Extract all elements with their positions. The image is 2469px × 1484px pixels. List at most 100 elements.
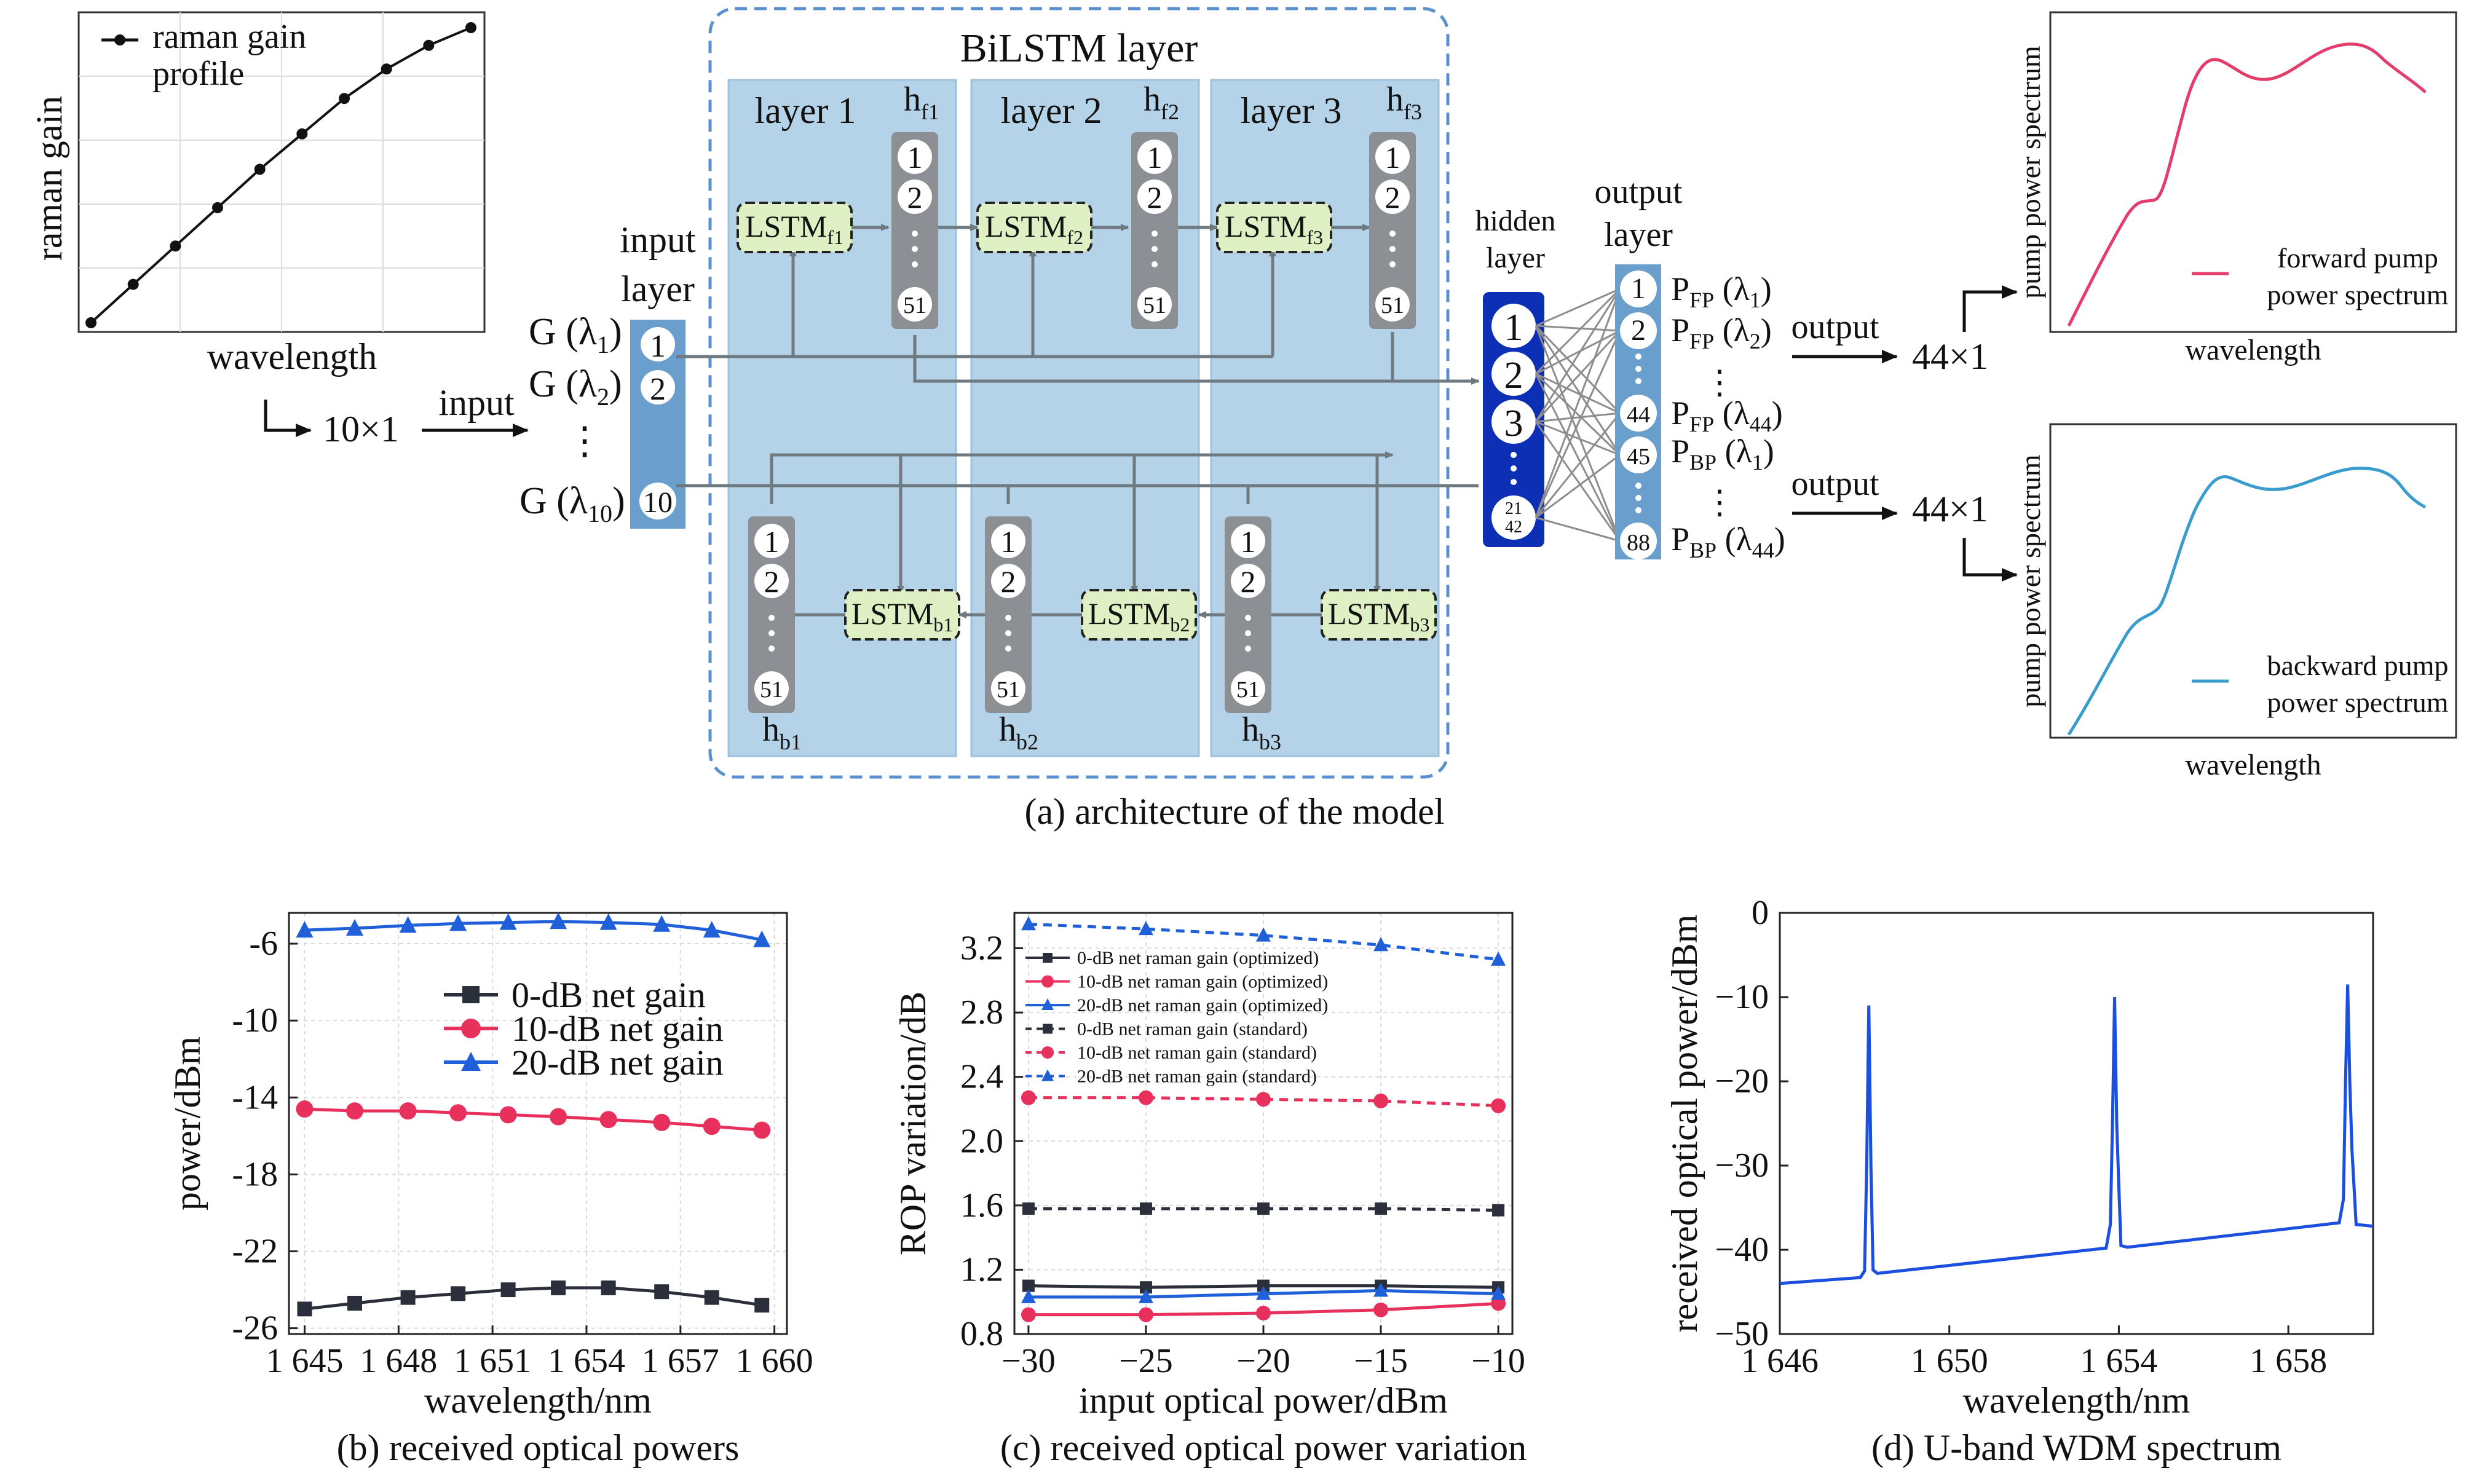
hb2-column: 1 2 51	[985, 516, 1032, 713]
chart-b-series-2	[296, 912, 771, 947]
chart-c-legend-marker	[1041, 1069, 1054, 1081]
hf3-column-node	[1375, 180, 1410, 214]
chart-b-caption: (b) received optical powers	[337, 1427, 740, 1468]
raman-gain-point	[423, 39, 435, 51]
chart-b-xlabel: wavelength/nm	[424, 1380, 652, 1421]
output-node	[1620, 395, 1657, 432]
hidden-node-2	[1491, 352, 1536, 396]
lstm-f1-label: LSTMf1	[745, 209, 843, 248]
bilstm-frame	[708, 7, 1450, 779]
chart-c-series-2	[1021, 1282, 1506, 1303]
chart-d-xtick-label: 1 658	[2250, 1342, 2327, 1380]
chart-b-point	[550, 1108, 567, 1126]
chart-d-frame	[1779, 912, 2374, 1335]
chart-c-ytick-label: 2.8	[960, 993, 1003, 1032]
hidden-node-2-label: 2	[1504, 355, 1523, 397]
chart-b-legend-label: 10-dB net gain	[512, 1009, 724, 1049]
chart-d-ytick-label: −40	[1715, 1231, 1769, 1269]
chart-c-point	[1021, 916, 1036, 931]
fwd-xlabel: wavelength	[2185, 334, 2321, 366]
p-label-bp44: PBP (λ44)	[1671, 521, 1785, 562]
chart-c-ytick-label: 0.8	[960, 1315, 1003, 1353]
hf3-label: hf3	[1386, 81, 1422, 124]
lstm-f3-box	[1216, 202, 1332, 253]
chart-b-series-0	[297, 1280, 770, 1317]
hf1-column-dot	[912, 246, 918, 252]
chart-b-point	[346, 919, 363, 936]
chart-b-point	[451, 1286, 466, 1301]
chart-b-legend-label: 20-dB net gain	[512, 1043, 724, 1083]
chart-c-xtick-label: −20	[1236, 1342, 1290, 1380]
chart-c-point	[1022, 1202, 1035, 1215]
hf3-column-node-label: 2	[1385, 180, 1400, 215]
lstm-f2-label: LSTMf2	[985, 209, 1083, 248]
hb1-column-dot	[768, 645, 775, 652]
chart-b-xtick-label: 1 660	[736, 1342, 813, 1380]
hb3-column-node-label: 51	[1236, 677, 1260, 703]
chart-c-series-4	[1021, 1090, 1506, 1113]
hb1-column-dot	[768, 615, 775, 621]
hidden-layer-label-2: layer	[1486, 242, 1545, 274]
hb1-column-node-label: 51	[760, 677, 783, 703]
chart-b-point	[753, 1121, 771, 1139]
out-dim-1: 44×1	[1912, 336, 1988, 377]
chart-b-point	[400, 1290, 416, 1305]
chart-c-point	[1491, 951, 1506, 966]
chart-b-point	[599, 913, 617, 930]
chart-c-legend-label: 0-dB net raman gain (standard)	[1077, 1019, 1308, 1040]
chart-b-ytick-label: -18	[232, 1155, 278, 1193]
hb1-column-node	[754, 671, 789, 706]
chart-b-xtick-label: 1 645	[266, 1342, 343, 1380]
forward-spectrum-plot: forward pump power spectrum pump power s…	[2015, 11, 2457, 366]
p-label-bp1: PBP (λ1)	[1671, 433, 1774, 475]
hf3-column-dot	[1389, 261, 1396, 267]
raman-gain-point	[170, 240, 181, 252]
chart-c-legend-label: 10-dB net raman gain (standard)	[1077, 1043, 1317, 1063]
hf3-column: 1 2 51	[1369, 132, 1416, 329]
hf2-column-node	[1137, 180, 1172, 214]
chart-b-point	[296, 921, 314, 938]
chart-b-ytick-label: -10	[232, 1001, 278, 1040]
hb3-label: hb3	[1242, 711, 1281, 754]
hidden-dot-1	[1511, 452, 1517, 458]
dense-link	[1535, 373, 1621, 456]
chart-c-point	[1257, 1279, 1270, 1292]
hf1-column-node	[898, 180, 932, 214]
chart-b-series-line	[304, 1107, 762, 1132]
chart-d-ytick-label: −50	[1715, 1315, 1769, 1353]
hf2-column-node	[1137, 140, 1172, 174]
hf3-column-node-label: 51	[1381, 293, 1404, 318]
dense-link	[1535, 420, 1621, 456]
chart-b-point	[653, 1113, 671, 1131]
input-layer-label-2: layer	[621, 269, 695, 309]
chart-b-xtick-label: 1 651	[454, 1342, 531, 1380]
hb3-column-node	[1231, 524, 1265, 558]
chart-d-ytick-label: −30	[1715, 1147, 1769, 1185]
chart-c-legend-label: 0-dB net raman gain (optimized)	[1077, 948, 1319, 968]
input-node-10-label: 10	[643, 486, 673, 519]
chart-b-point	[551, 1280, 566, 1295]
chart-c-xtick-label: −10	[1471, 1342, 1525, 1380]
lstm-f2-box	[976, 202, 1092, 253]
dense-link	[1535, 325, 1621, 414]
output-dot	[1635, 507, 1641, 513]
p-label-fp2: PFP (λ2)	[1671, 312, 1772, 353]
hf2-label: hf2	[1144, 81, 1179, 124]
chart-b-point	[703, 921, 721, 938]
output-dot	[1635, 483, 1641, 489]
dense-link	[1535, 288, 1621, 375]
hf1-column-node-label: 2	[907, 180, 923, 215]
hf1-column-node-label: 1	[907, 140, 923, 175]
chart-c-xlabel: input optical power/dBm	[1079, 1380, 1448, 1421]
chart-c-point	[1256, 927, 1271, 942]
chart-b-ytick-label: -14	[232, 1078, 278, 1116]
chart-b-point	[449, 914, 467, 931]
chart-b-series-line	[304, 920, 762, 942]
chart-b-legend-marker	[462, 986, 480, 1003]
chart-c-series-1	[1021, 1296, 1506, 1322]
hf1-column: 1 2 51	[891, 132, 938, 329]
hb2-column-dot	[1005, 645, 1011, 652]
chart-b-point	[703, 1118, 721, 1135]
chart-d-ytick-label: −20	[1715, 1062, 1769, 1100]
